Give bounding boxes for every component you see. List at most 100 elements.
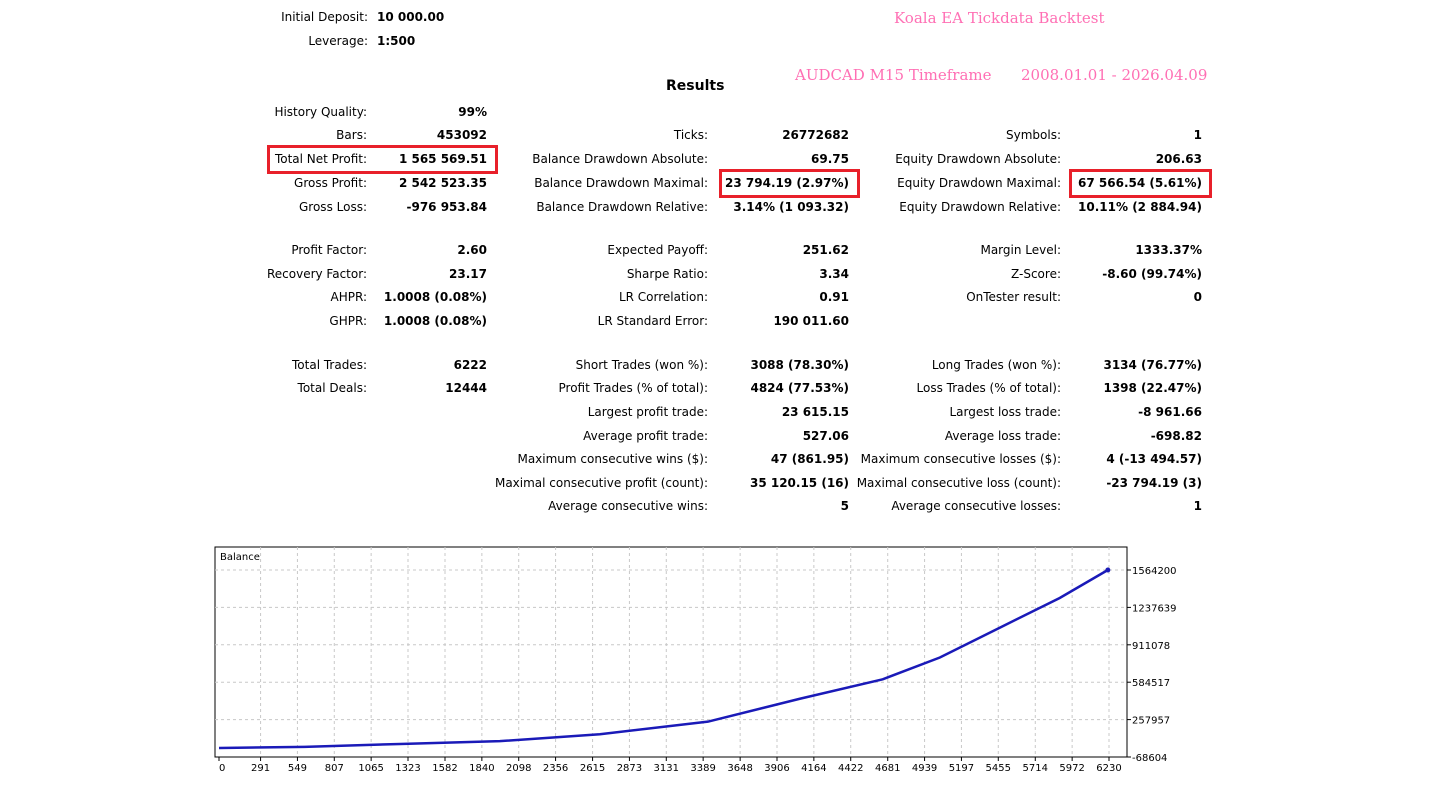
col3-label-12: Maximal consecutive loss (count):: [856, 476, 1061, 490]
leverage-label: Leverage:: [308, 34, 368, 48]
col3-label-5: Z-Score:: [1011, 267, 1061, 281]
x-tick-label: 5714: [1023, 763, 1048, 774]
chart-frame: [214, 546, 1128, 758]
col2-value-2: 23 794.19 (2.97%): [725, 176, 849, 190]
col3-value-3: 10.11% (2 884.94): [1078, 200, 1202, 214]
y-tick-label: 257957: [1132, 716, 1170, 727]
col3-value-12: -23 794.19 (3): [1106, 476, 1202, 490]
x-tick-label: 4681: [875, 763, 900, 774]
x-tick-label: 3389: [690, 763, 715, 774]
col3-value-6: 0: [1193, 290, 1202, 304]
col3-label-3: Equity Drawdown Relative:: [899, 200, 1061, 214]
col1-label-8: GHPR:: [329, 314, 367, 328]
col2-label-10: Largest profit trade:: [587, 405, 708, 419]
col2-value-14: 5: [840, 499, 849, 513]
col2-value-6: 0.91: [819, 290, 849, 304]
x-tick-label: 4422: [838, 763, 863, 774]
x-tick-label: 4939: [912, 763, 937, 774]
col2-value-7: 190 011.60: [773, 314, 849, 328]
col1-value-5: 2.60: [457, 243, 487, 257]
equity-drawdown-maximal-highlight: [1069, 169, 1212, 198]
x-tick-label: 2356: [543, 763, 568, 774]
x-tick-label: 4164: [801, 763, 826, 774]
x-tick-label: 1840: [469, 763, 494, 774]
x-tick-label: 1323: [395, 763, 420, 774]
col1-value-1: 453092: [436, 128, 487, 142]
col3-value-5: -8.60 (99.74%): [1102, 267, 1202, 281]
results-title: Results: [666, 78, 725, 94]
col2-value-10: 23 615.15: [781, 405, 849, 419]
y-tick-label: 911078: [1132, 641, 1170, 652]
col2-label-9: Profit Trades (% of total):: [558, 381, 708, 395]
overlay-subtitle: AUDCAD M15 Timeframe: [795, 66, 992, 84]
col2-value-8: 3088 (78.30%): [750, 358, 849, 372]
x-tick-label: 2615: [580, 763, 605, 774]
col2-label-11: Average profit trade:: [583, 429, 708, 443]
col2-label-2: Balance Drawdown Maximal:: [534, 176, 708, 190]
x-tick-label: 2873: [617, 763, 642, 774]
col2-label-8: Short Trades (won %):: [575, 358, 708, 372]
col3-value-2: 67 566.54 (5.61%): [1078, 176, 1202, 190]
y-tick-label: 1237639: [1132, 603, 1177, 614]
balance-drawdown-maximal-highlight: [719, 169, 860, 198]
col3-label-9: Largest loss trade:: [949, 405, 1061, 419]
col1-label-9: Total Trades:: [292, 358, 367, 372]
col1-value-7: 1.0008 (0.08%): [383, 290, 487, 304]
x-tick-label: 291: [251, 763, 270, 774]
x-tick-label: 5972: [1059, 763, 1084, 774]
x-tick-label: 807: [325, 763, 344, 774]
col3-value-1: 206.63: [1155, 152, 1202, 166]
col2-label-6: LR Correlation:: [618, 290, 708, 304]
col1-value-0: 99%: [458, 105, 487, 119]
col3-value-10: -698.82: [1150, 429, 1202, 443]
col2-label-5: Sharpe Ratio:: [626, 267, 708, 281]
col1-label-10: Total Deals:: [297, 381, 367, 395]
col2-value-1: 69.75: [811, 152, 849, 166]
col2-label-13: Maximal consecutive profit (count):: [494, 476, 708, 490]
col1-value-2: 1 565 569.51: [398, 152, 487, 166]
y-tick-label: 1564200: [1132, 566, 1177, 577]
col3-label-1: Equity Drawdown Absolute:: [895, 152, 1061, 166]
overlay-dates: 2008.01.01 - 2026.04.09: [1021, 66, 1208, 84]
col3-value-0: 1: [1193, 128, 1202, 142]
col3-value-9: -8 961.66: [1138, 405, 1202, 419]
col1-label-1: Bars:: [336, 128, 367, 142]
y-tick-label: 584517: [1132, 678, 1170, 689]
col1-value-8: 1.0008 (0.08%): [383, 314, 487, 328]
col3-value-13: 1: [1193, 499, 1202, 513]
col1-label-7: AHPR:: [330, 290, 367, 304]
col1-value-6: 23.17: [449, 267, 487, 281]
x-tick-label: 2098: [506, 763, 531, 774]
col1-label-5: Profit Factor:: [291, 243, 367, 257]
col2-label-4: Expected Payoff:: [607, 243, 708, 257]
x-tick-label: 3906: [764, 763, 789, 774]
col2-value-11: 527.06: [802, 429, 849, 443]
balance-line: [218, 568, 1109, 750]
col2-value-3: 3.14% (1 093.32): [733, 200, 849, 214]
chart-title: Balance: [220, 552, 260, 563]
col2-label-7: LR Standard Error:: [597, 314, 708, 328]
x-tick-label: 1582: [432, 763, 457, 774]
col2-value-4: 251.62: [802, 243, 849, 257]
total-net-profit-highlight: [267, 145, 498, 174]
col3-label-4: Margin Level:: [980, 243, 1061, 257]
overlay-title: Koala EA Tickdata Backtest: [894, 9, 1105, 27]
col3-value-11: 4 (-13 494.57): [1106, 452, 1202, 466]
leverage-value: 1:500: [377, 34, 416, 48]
col2-value-9: 4824 (77.53%): [750, 381, 849, 395]
col1-label-3: Gross Profit:: [294, 176, 367, 190]
x-tick-label: 6230: [1096, 763, 1121, 774]
col2-value-12: 47 (861.95): [770, 452, 849, 466]
col1-label-2: Total Net Profit:: [274, 152, 367, 166]
col2-value-5: 3.34: [819, 267, 849, 281]
col1-label-4: Gross Loss:: [299, 200, 367, 214]
x-tick-label: 549: [288, 763, 307, 774]
col3-label-13: Average consecutive losses:: [891, 499, 1061, 513]
col3-label-7: Long Trades (won %):: [931, 358, 1061, 372]
col1-value-10: 12444: [445, 381, 487, 395]
col2-label-0: Ticks:: [673, 128, 708, 142]
x-tick-label: 5197: [949, 763, 974, 774]
col3-label-0: Symbols:: [1006, 128, 1061, 142]
col2-label-1: Balance Drawdown Absolute:: [532, 152, 708, 166]
